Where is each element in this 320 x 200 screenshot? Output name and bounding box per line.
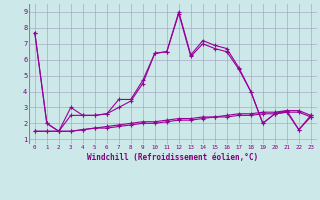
X-axis label: Windchill (Refroidissement éolien,°C): Windchill (Refroidissement éolien,°C) [87, 153, 258, 162]
